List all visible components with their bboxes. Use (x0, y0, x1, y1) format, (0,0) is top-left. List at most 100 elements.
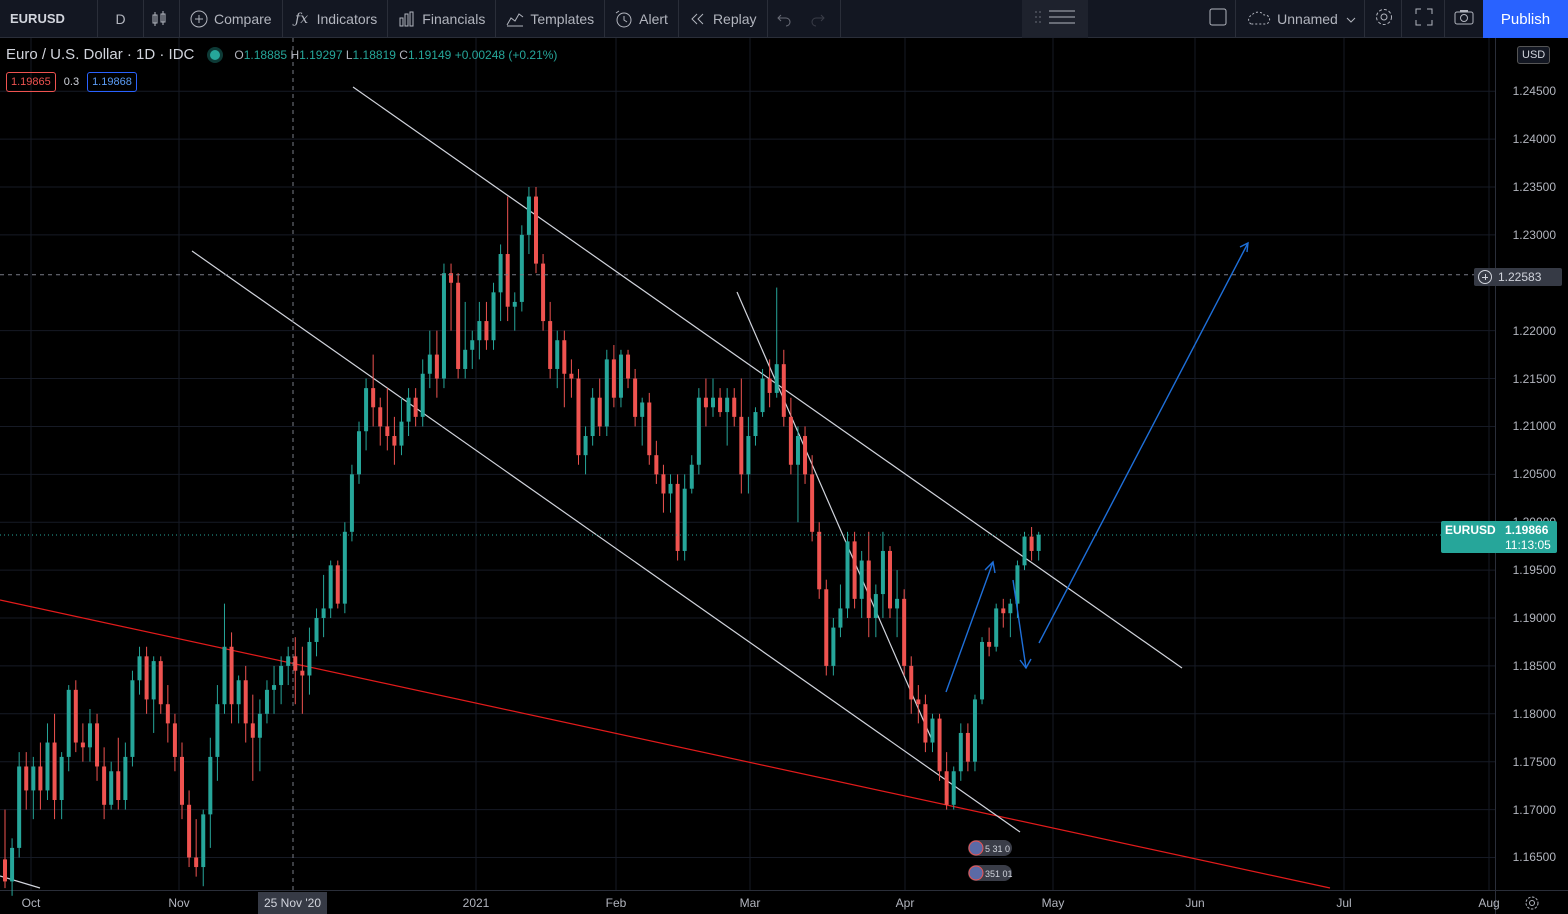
candle-body (80, 742, 85, 748)
candle-body (774, 364, 779, 393)
candle-body (909, 665, 914, 700)
candle-body (767, 378, 772, 393)
redo-button[interactable] (804, 0, 841, 38)
compare-button[interactable]: Compare (180, 0, 283, 38)
price-tick-label: 1.21500 (1512, 371, 1556, 386)
candle-body (137, 656, 142, 681)
candle-body (215, 704, 220, 757)
candle (137, 646, 142, 695)
candle-body (399, 421, 404, 446)
bar-countdown: 11:13:05 (1505, 538, 1551, 552)
candle-body (512, 301, 517, 307)
candle-body (378, 407, 383, 427)
candle (87, 709, 92, 762)
candle (824, 579, 829, 676)
event-badge-text: 5 31 0 (985, 844, 1010, 854)
axis-settings-gear-icon[interactable] (1524, 895, 1540, 911)
candle-body (498, 254, 503, 293)
candle-body (52, 742, 57, 801)
gear-icon (1374, 7, 1394, 32)
candle (151, 656, 156, 733)
buy-price-button[interactable]: 1.19868 (87, 72, 137, 92)
candle-body (852, 541, 857, 599)
save-layout-button[interactable]: Unnamed (1237, 0, 1365, 38)
undo-button[interactable] (768, 0, 804, 38)
candle (45, 723, 50, 801)
candle (980, 637, 985, 705)
candle-body (965, 732, 970, 762)
publish-button[interactable]: Publish (1483, 0, 1568, 38)
candle (123, 742, 128, 810)
candle-body (1029, 536, 1034, 551)
market-status-icon (210, 49, 221, 60)
candle-body (222, 646, 227, 705)
candle (937, 713, 942, 781)
layout-name: Unnamed (1277, 11, 1338, 27)
candle-body (1015, 565, 1020, 604)
layout-toggle-button[interactable] (1200, 0, 1236, 38)
candle-body (902, 598, 907, 666)
candle (243, 665, 248, 743)
candle-body (17, 766, 22, 848)
currency-label[interactable]: USD (1517, 46, 1551, 64)
snapshot-button[interactable] (1446, 0, 1482, 38)
financials-button[interactable]: Financials (388, 0, 497, 38)
open-value: 1.18885 (243, 47, 288, 62)
low-key: L (345, 47, 353, 62)
candle-body (548, 321, 553, 369)
candle (972, 694, 977, 772)
candle (264, 680, 269, 724)
plus-circle-icon (190, 10, 208, 28)
time-tick-label: Oct (21, 896, 41, 910)
candle (951, 766, 956, 810)
templates-button[interactable]: Templates (496, 0, 606, 38)
candle (611, 345, 616, 408)
price-tick-label: 1.17000 (1512, 802, 1556, 817)
candle (477, 301, 482, 360)
candle-body (229, 646, 234, 705)
candle (187, 790, 192, 868)
candle (73, 680, 78, 753)
interval-button[interactable]: D (98, 0, 144, 38)
layout-menu-button[interactable] (1022, 0, 1088, 38)
chart-type-button[interactable] (144, 0, 180, 38)
sell-price-button[interactable]: 1.19865 (6, 72, 56, 92)
candle (378, 397, 383, 446)
add-plus-icon[interactable] (1478, 270, 1492, 284)
candle (852, 531, 857, 609)
candle (902, 589, 907, 676)
replay-button[interactable]: Replay (679, 0, 768, 38)
candle (342, 522, 347, 614)
symbol-search[interactable]: EURUSD (0, 0, 98, 38)
candle (562, 330, 567, 408)
candle (427, 330, 432, 389)
price-chart[interactable]: 5 31 0 351 01 (0, 38, 1568, 914)
fullscreen-button[interactable] (1403, 0, 1445, 38)
time-tick-label: May (1041, 896, 1065, 910)
candle (923, 694, 928, 753)
candle (760, 368, 765, 417)
candle-body (236, 680, 241, 705)
candle (38, 742, 43, 810)
candle (548, 301, 553, 379)
settings-button[interactable] (1366, 0, 1402, 38)
candle-body (880, 550, 885, 595)
candle (24, 752, 29, 810)
templates-icon (506, 10, 524, 28)
candle-body (102, 766, 107, 805)
price-tick-label: 1.23000 (1512, 227, 1556, 242)
candle-body (746, 436, 751, 475)
candle-body (689, 464, 694, 489)
candle (888, 546, 892, 619)
candle (413, 388, 418, 427)
candle-body (562, 340, 567, 374)
alert-button[interactable]: Alert (605, 0, 679, 38)
indicators-button[interactable]: ƒx Indicators (283, 0, 389, 38)
price-tick-label: 1.20500 (1512, 467, 1556, 482)
candle-body (1001, 608, 1006, 614)
projection-arrow-up-2 (1038, 242, 1249, 644)
alarm-clock-icon (615, 10, 633, 28)
candles-layer (3, 186, 1041, 896)
candle-body (555, 340, 560, 369)
candle (17, 752, 22, 858)
